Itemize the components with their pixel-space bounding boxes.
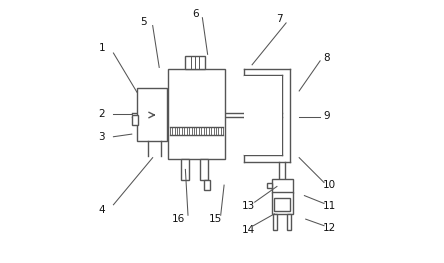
Text: 3: 3	[99, 132, 105, 142]
Text: 14: 14	[242, 225, 255, 235]
Text: 16: 16	[172, 214, 186, 224]
Bar	[182, 159, 189, 180]
Text: 7: 7	[276, 14, 283, 24]
Text: 11: 11	[323, 201, 336, 211]
Text: 13: 13	[242, 201, 255, 211]
Text: 9: 9	[323, 111, 330, 121]
Bar	[204, 180, 210, 190]
Bar	[272, 179, 293, 193]
Text: 1: 1	[99, 43, 105, 53]
Text: 4: 4	[99, 205, 105, 215]
Bar	[273, 214, 278, 230]
Bar	[272, 193, 293, 214]
Text: 8: 8	[323, 53, 330, 63]
Text: 5: 5	[140, 17, 147, 27]
Bar	[200, 159, 208, 180]
Bar	[245, 75, 282, 155]
Text: 12: 12	[323, 223, 336, 233]
Bar	[137, 88, 167, 141]
Text: 2: 2	[99, 109, 105, 119]
Bar	[274, 198, 290, 211]
Bar	[267, 183, 272, 188]
Bar	[132, 115, 138, 125]
Bar	[168, 69, 225, 159]
Text: 6: 6	[193, 9, 199, 19]
Text: 15: 15	[209, 214, 222, 224]
Text: 10: 10	[323, 180, 336, 190]
Bar	[186, 56, 205, 69]
Bar	[287, 214, 291, 230]
